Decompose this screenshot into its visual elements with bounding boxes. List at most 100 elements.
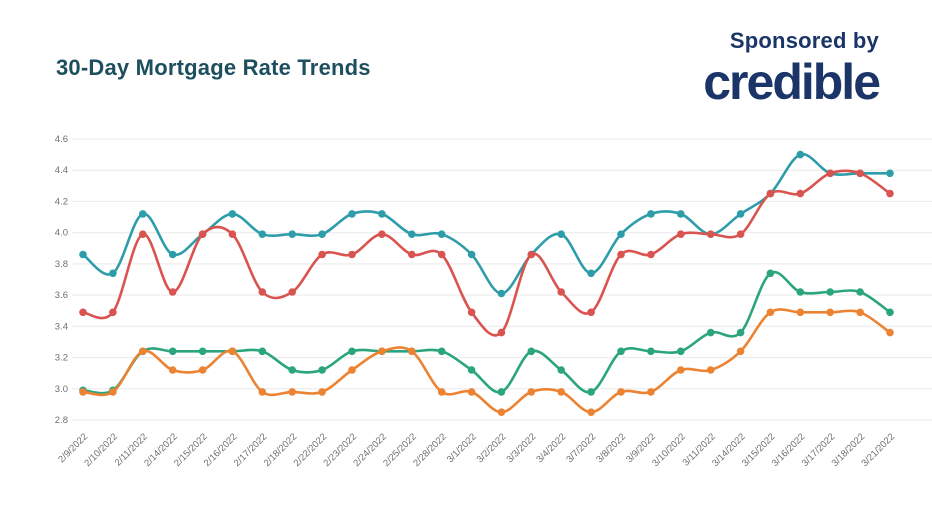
teal-series-data-point[interactable] [168,250,177,259]
red-series-data-point[interactable] [647,250,655,259]
orange-series-data-point[interactable] [288,388,297,396]
orange-series-data-point[interactable] [467,388,476,396]
green-series-data-point[interactable] [198,347,207,356]
green-series-data-point[interactable] [677,347,685,356]
green-series-data-point[interactable] [288,366,297,374]
orange-series-data-point[interactable] [168,366,177,374]
red-series-data-point[interactable] [408,250,416,259]
green-series-data-point[interactable] [527,347,536,356]
red-series-data-point[interactable] [378,230,386,238]
orange-series-data-point[interactable] [736,347,745,356]
green-series-data-point[interactable] [856,288,864,296]
green-series-data-point[interactable] [736,328,745,337]
orange-series-data-point[interactable] [766,308,775,317]
green-series-data-point[interactable] [706,328,715,337]
teal-series-data-point[interactable] [288,230,297,238]
credible-logo[interactable]: credible [703,54,881,110]
orange-series-data-point[interactable] [617,388,625,396]
teal-series-data-point[interactable] [677,210,685,218]
red-series-data-point[interactable] [617,250,625,259]
orange-series-data-point[interactable] [109,388,117,396]
red-series-data-point[interactable] [109,308,117,317]
red-series-data-point[interactable] [318,250,326,259]
teal-series-data-point[interactable] [736,210,745,218]
teal-series-data-point[interactable] [557,230,565,238]
green-series-data-point[interactable] [587,388,595,396]
green-series-data-point[interactable] [886,308,894,317]
green-series-data-point[interactable] [437,347,446,356]
orange-series-data-point[interactable] [198,366,207,374]
teal-series-data-point[interactable] [258,230,267,238]
teal-series-data-point[interactable] [139,210,147,218]
orange-series-data-point[interactable] [856,308,864,317]
orange-series-data-point[interactable] [706,366,715,374]
teal-series-data-point[interactable] [497,289,506,298]
red-series-data-point[interactable] [139,230,147,238]
green-series-data-point[interactable] [258,347,267,356]
orange-series-data-point[interactable] [557,388,565,396]
orange-series-data-point[interactable] [437,388,446,396]
red-series-data-point[interactable] [557,288,565,296]
teal-series-data-point[interactable] [109,269,117,278]
green-series-data-point[interactable] [766,269,775,278]
red-series-data-point[interactable] [497,328,506,337]
orange-series-data-point[interactable] [826,308,834,317]
orange-series-data-point[interactable] [527,388,536,396]
red-series-data-point[interactable] [348,250,356,259]
orange-series-data-point[interactable] [378,347,386,356]
teal-series-data-point[interactable] [378,210,386,218]
red-series-data-point[interactable] [79,308,87,317]
teal-series-data-point[interactable] [408,230,416,238]
green-series-data-point[interactable] [168,347,177,356]
red-series-data-point[interactable] [527,250,536,259]
teal-series-data-point[interactable] [587,269,595,278]
red-series-data-point[interactable] [437,250,446,259]
red-series-data-point[interactable] [168,288,177,296]
orange-series-data-point[interactable] [677,366,685,374]
teal-series-data-point[interactable] [617,230,625,238]
green-series-data-point[interactable] [557,366,565,374]
red-series-data-point[interactable] [467,308,476,317]
red-series-data-point[interactable] [826,169,834,178]
orange-series-data-point[interactable] [886,328,894,337]
green-series-data-point[interactable] [497,388,506,396]
orange-series-data-point[interactable] [258,388,267,396]
teal-series-data-point[interactable] [796,150,805,159]
teal-series-data-point[interactable] [647,210,655,218]
green-series-data-point[interactable] [796,288,805,296]
red-series-data-point[interactable] [856,169,864,178]
green-series-data-point[interactable] [826,288,834,296]
red-series-data-point[interactable] [736,230,745,238]
red-series-data-point[interactable] [587,308,595,317]
orange-series-data-point[interactable] [348,366,356,374]
green-series-data-point[interactable] [647,347,655,356]
red-series-data-point[interactable] [258,288,267,296]
red-series-data-point[interactable] [228,230,237,238]
green-series-data-point[interactable] [348,347,356,356]
green-series-data-point[interactable] [318,366,326,374]
red-series-data-point[interactable] [796,189,805,198]
orange-series-data-point[interactable] [139,347,147,356]
teal-series-data-point[interactable] [318,230,326,238]
orange-series-data-point[interactable] [79,388,87,396]
red-series-data-point[interactable] [677,230,685,238]
red-series-data-point[interactable] [288,288,297,296]
teal-series-data-point[interactable] [228,210,237,218]
teal-series-data-point[interactable] [348,210,356,218]
red-series-data-point[interactable] [198,230,207,238]
orange-series-data-point[interactable] [647,388,655,396]
green-series-data-point[interactable] [617,347,625,356]
teal-series-data-point[interactable] [79,250,87,259]
orange-series-data-point[interactable] [318,388,326,396]
red-series-data-point[interactable] [706,230,715,238]
orange-series-data-point[interactable] [796,308,805,317]
teal-series-data-point[interactable] [437,230,446,238]
red-series-data-point[interactable] [766,189,775,198]
orange-series-data-point[interactable] [408,347,416,356]
orange-series-data-point[interactable] [228,347,237,356]
orange-series-data-point[interactable] [587,408,595,417]
orange-series-data-point[interactable] [497,408,506,417]
teal-series-data-point[interactable] [467,250,476,259]
red-series-data-point[interactable] [886,189,894,198]
green-series-data-point[interactable] [467,366,476,374]
